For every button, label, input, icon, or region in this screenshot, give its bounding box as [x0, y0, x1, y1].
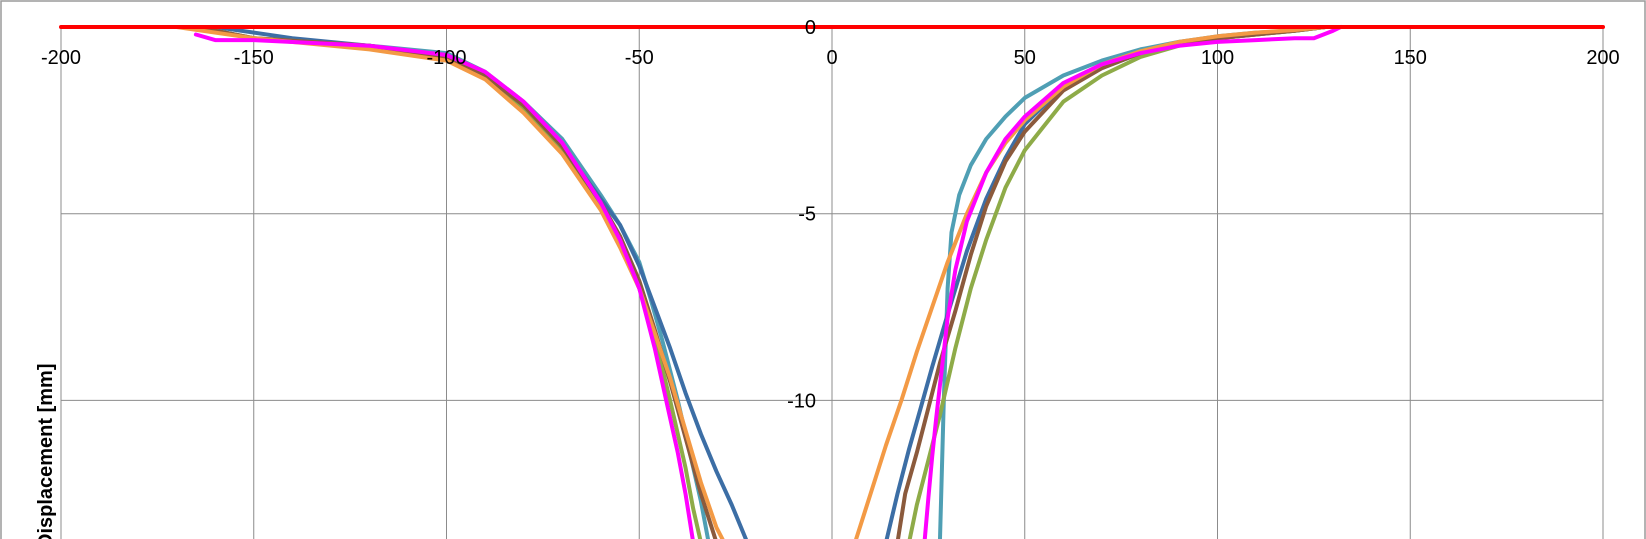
x-tick-label: 150 [1394, 47, 1427, 69]
x-tick-label: -100 [426, 47, 466, 69]
series-group [59, 25, 1605, 539]
series-line-7 [193, 25, 1343, 539]
x-tick-label: 200 [1586, 47, 1619, 69]
x-tick-label: -50 [625, 47, 654, 69]
y-axis-title: Displacement [mm] [35, 364, 57, 539]
tick-labels: -200 -150 -100 -50 0 50 100 150 200 0 -5 -10 [41, 17, 1620, 412]
x-tick-label: 0 [826, 47, 837, 69]
x-tick-label: 50 [1014, 47, 1036, 69]
y-tick-label: 0 [805, 17, 816, 39]
x-tick-label: 100 [1201, 47, 1234, 69]
series-line-5 [193, 25, 1328, 539]
x-tick-label: -200 [41, 47, 81, 69]
series-line-6 [174, 25, 1328, 539]
y-tick-label: -10 [787, 390, 816, 412]
series-line-3 [213, 25, 1328, 539]
series-line-4 [193, 25, 1328, 539]
series-line-2 [193, 25, 1328, 539]
x-tick-label: -150 [234, 47, 274, 69]
y-tick-label: -5 [798, 204, 816, 226]
